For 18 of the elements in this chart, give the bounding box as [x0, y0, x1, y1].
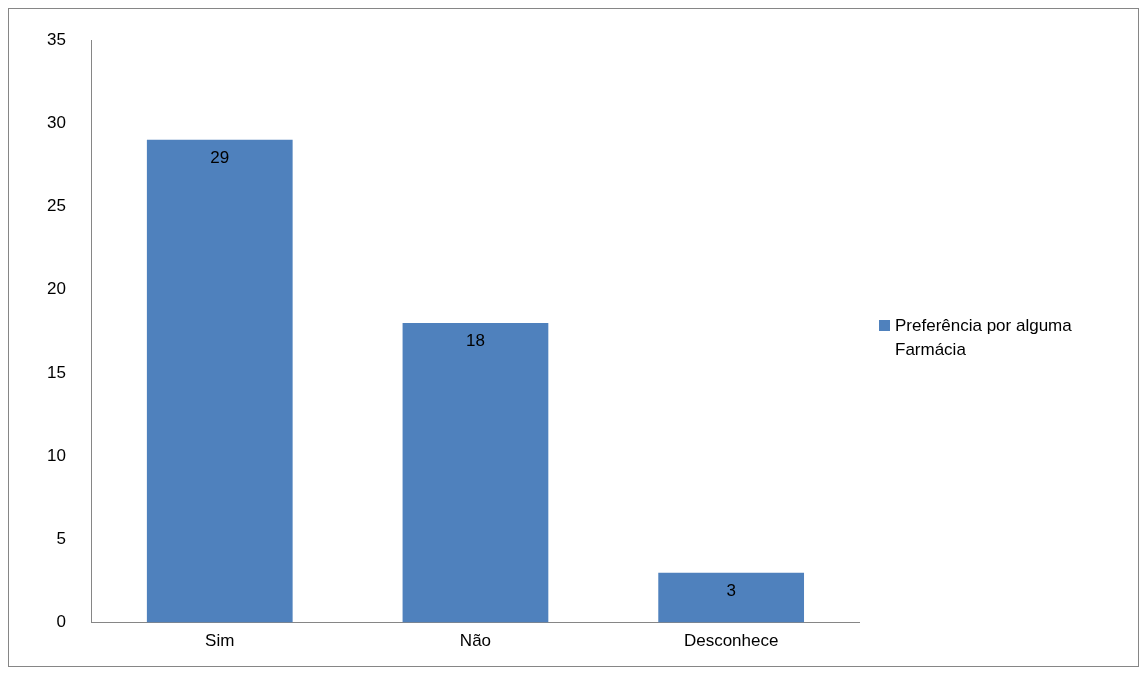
y-tick-label: 20 — [46, 279, 66, 299]
x-tick-label: Não — [459, 631, 492, 651]
y-tick-label: 25 — [46, 196, 66, 216]
bar — [146, 139, 293, 623]
x-tick-label: Sim — [205, 631, 235, 651]
legend-label: Preferência por alguma Farmácia — [895, 314, 1073, 361]
y-tick-label: 30 — [46, 112, 66, 132]
bar — [402, 322, 549, 623]
y-tick-label: 15 — [46, 362, 66, 382]
data-label: 3 — [726, 580, 736, 600]
bar — [658, 572, 805, 623]
y-tick-label: 35 — [46, 29, 66, 49]
data-label: 29 — [210, 148, 230, 168]
y-tick-label: 0 — [56, 612, 66, 632]
y-tick-label: 10 — [46, 445, 66, 465]
x-tick-label: Desconhece — [683, 631, 779, 651]
data-label: 18 — [465, 331, 485, 351]
y-tick-label: 5 — [56, 529, 66, 549]
